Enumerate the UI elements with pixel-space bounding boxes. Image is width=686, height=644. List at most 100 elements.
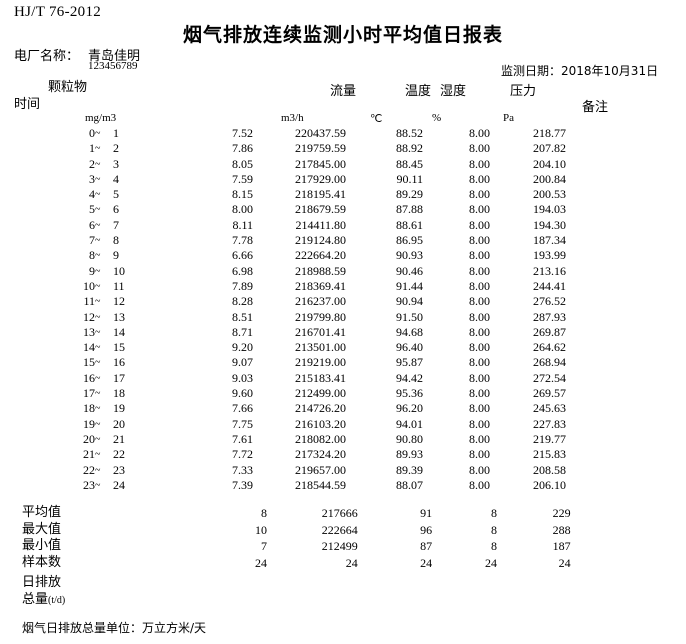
summary-temperature: 96 bbox=[420, 522, 433, 537]
table-row: 11 ~12 8.28 216237.00 90.94 8.00 276.52 bbox=[0, 294, 686, 309]
cell-hour-start: 12 bbox=[83, 309, 95, 324]
cell-note bbox=[566, 141, 686, 156]
cell-humidity: 8.00 bbox=[469, 263, 490, 278]
cell-hour-start: 18 bbox=[83, 401, 95, 416]
cell-note bbox=[566, 218, 686, 233]
cell-temperature: 94.01 bbox=[396, 416, 423, 431]
summary-flow: 217666 bbox=[321, 506, 358, 520]
cell-pressure: 194.03 bbox=[533, 202, 566, 217]
cell-hour-end: 8 bbox=[113, 233, 119, 248]
cell-humidity: 8.00 bbox=[469, 171, 490, 186]
cell-note bbox=[566, 172, 686, 187]
cell-humidity: 8.00 bbox=[469, 416, 490, 431]
summary-label: 平均值 bbox=[22, 505, 62, 520]
column-header-time: 时间 bbox=[14, 97, 41, 112]
cell-hour-range-tilde: ~ bbox=[95, 296, 101, 308]
table-row: 17 ~18 9.60 212499.00 95.36 8.00 269.57 bbox=[0, 386, 686, 401]
cell-hour-end: 12 bbox=[113, 294, 125, 309]
cell-pressure: 218.77 bbox=[533, 126, 566, 140]
plant-code-value: 123456789 bbox=[88, 60, 138, 72]
cell-flow: 219657.00 bbox=[295, 462, 346, 477]
cell-note bbox=[566, 463, 686, 478]
summary-particulate: 24 bbox=[255, 555, 267, 570]
cell-particulate: 8.05 bbox=[232, 156, 253, 171]
cell-humidity: 8.00 bbox=[469, 248, 490, 263]
summary-humidity: 8 bbox=[490, 539, 497, 553]
cell-pressure: 287.93 bbox=[533, 309, 566, 324]
cell-temperature: 90.46 bbox=[396, 263, 423, 278]
cell-humidity: 8.00 bbox=[469, 278, 490, 293]
cell-temperature: 88.45 bbox=[396, 156, 423, 171]
cell-humidity: 8.00 bbox=[469, 386, 490, 401]
cell-note bbox=[566, 478, 686, 493]
cell-flow: 215183.41 bbox=[295, 370, 346, 385]
cell-humidity: 8.00 bbox=[469, 324, 490, 339]
cell-hour-start: 15 bbox=[83, 355, 95, 370]
cell-hour-end: 11 bbox=[113, 278, 125, 293]
cell-pressure: 194.30 bbox=[533, 217, 566, 232]
cell-temperature: 90.11 bbox=[396, 171, 423, 186]
cell-hour-range-tilde: ~ bbox=[95, 479, 101, 491]
summary-flow: 222664 bbox=[321, 522, 358, 537]
cell-pressure: 187.34 bbox=[533, 233, 566, 248]
cell-pressure: 264.62 bbox=[533, 340, 566, 355]
table-row: 1 ~2 7.86 219759.59 88.92 8.00 207.82 bbox=[0, 141, 686, 156]
cell-pressure: 269.87 bbox=[533, 324, 566, 339]
cell-flow: 220437.59 bbox=[295, 126, 346, 140]
cell-hour-range-tilde: ~ bbox=[95, 357, 101, 369]
cell-note bbox=[566, 310, 686, 325]
summary-label: 样本数 bbox=[22, 554, 62, 570]
cell-flow: 216237.00 bbox=[295, 294, 346, 309]
cell-particulate: 7.61 bbox=[232, 431, 253, 446]
unit-temperature: ℃ bbox=[370, 113, 383, 125]
cell-note bbox=[566, 248, 686, 263]
cell-pressure: 219.77 bbox=[533, 431, 566, 446]
page-title: 烟气排放连续监测小时平均值日报表 bbox=[182, 24, 503, 46]
cell-flow: 219799.80 bbox=[295, 309, 346, 324]
cell-humidity: 8.00 bbox=[469, 477, 490, 492]
summary-pressure: 229 bbox=[552, 506, 571, 520]
cell-humidity: 8.00 bbox=[469, 370, 490, 385]
cell-note bbox=[566, 187, 686, 202]
cell-pressure: 208.58 bbox=[533, 462, 566, 477]
summary-flow: 212499 bbox=[321, 539, 358, 553]
cell-note bbox=[566, 202, 686, 217]
cell-particulate: 9.03 bbox=[232, 370, 253, 385]
cell-hour-start: 9 bbox=[89, 263, 95, 278]
cell-humidity: 8.00 bbox=[469, 401, 490, 416]
column-header-flow: 流量 bbox=[330, 84, 357, 99]
cell-pressure: 213.16 bbox=[533, 263, 566, 278]
cell-flow: 218369.41 bbox=[295, 278, 346, 293]
table-row: 6 ~7 8.11 214411.80 88.61 8.00 194.30 bbox=[0, 218, 686, 233]
cell-temperature: 90.93 bbox=[396, 248, 423, 263]
cell-hour-start: 10 bbox=[83, 278, 95, 293]
cell-hour-range-tilde: ~ bbox=[95, 128, 101, 139]
tick-mark: ` bbox=[14, 56, 18, 68]
cell-hour-start: 8 bbox=[89, 248, 95, 263]
cell-hour-end: 4 bbox=[113, 171, 119, 186]
cell-flow: 222664.20 bbox=[295, 248, 346, 263]
cell-particulate: 7.89 bbox=[232, 278, 253, 293]
summary-flow: 24 bbox=[345, 555, 358, 570]
cell-hour-end: 22 bbox=[113, 447, 125, 462]
cell-hour-range-tilde: ~ bbox=[95, 326, 101, 338]
cell-hour-end: 10 bbox=[113, 263, 125, 278]
cell-hour-end: 14 bbox=[113, 324, 125, 339]
cell-temperature: 95.87 bbox=[396, 355, 423, 370]
cell-pressure: 215.83 bbox=[533, 447, 566, 462]
cell-temperature: 96.20 bbox=[396, 401, 423, 416]
cell-pressure: 272.54 bbox=[533, 370, 566, 385]
cell-humidity: 8.00 bbox=[469, 355, 490, 370]
cell-pressure: 204.10 bbox=[533, 156, 566, 171]
daily-total-unit: (t/d) bbox=[48, 595, 66, 606]
cell-hour-start: 7 bbox=[89, 233, 95, 248]
cell-note bbox=[566, 432, 686, 447]
summary-pressure: 288 bbox=[552, 522, 571, 537]
cell-humidity: 8.00 bbox=[469, 431, 490, 446]
cell-pressure: 200.84 bbox=[533, 171, 566, 186]
cell-hour-end: 5 bbox=[113, 187, 119, 202]
table-row: 5 ~6 8.00 218679.59 87.88 8.00 194.03 bbox=[0, 202, 686, 217]
cell-hour-range-tilde: ~ bbox=[95, 143, 101, 155]
cell-flow: 214411.80 bbox=[295, 217, 346, 232]
cell-particulate: 8.51 bbox=[232, 309, 253, 324]
